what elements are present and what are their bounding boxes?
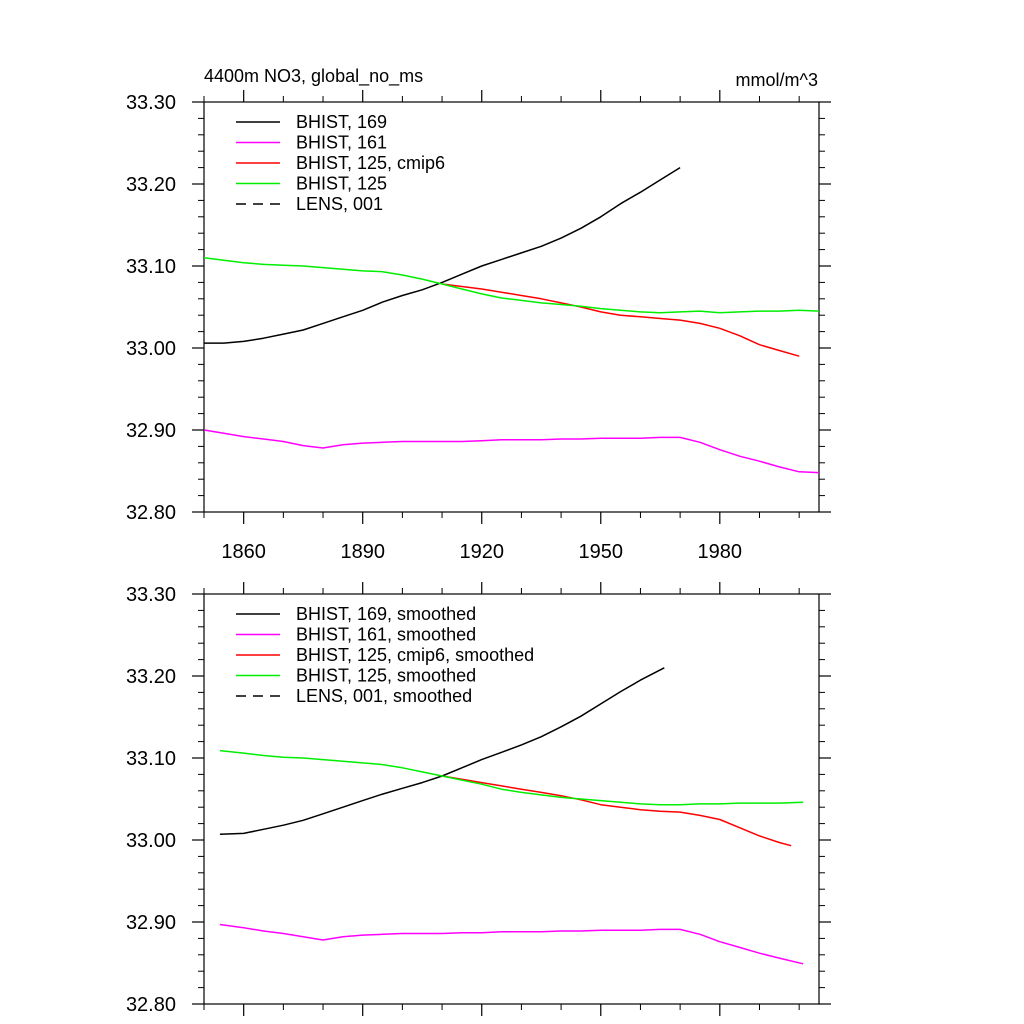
bottom-y-tick-labels: 32.80 32.90 33.00 33.10 33.20 33.30 [126, 584, 176, 1016]
series-line [219, 923, 804, 965]
y-tick-label: 33.10 [126, 256, 176, 278]
bottom-series-lines [219, 667, 804, 965]
bottom-axis-ticks [192, 582, 831, 1016]
y-tick-label: 33.30 [126, 584, 176, 606]
x-tick-label: 1950 [579, 541, 624, 563]
bottom-panel: 32.80 32.90 33.00 33.10 33.20 33.30 BHIST, 16… [126, 582, 831, 1016]
x-tick-label: 1980 [698, 541, 743, 563]
series-line [219, 749, 804, 806]
top-panel-title: 4400m NO3, global_no_ms [204, 66, 423, 87]
legend-label: LENS, 001 [296, 194, 383, 214]
y-tick-label: 33.00 [126, 830, 176, 852]
top-plot-frame [203, 101, 820, 513]
legend-label: BHIST, 125, cmip6 [296, 153, 445, 173]
x-tick-label: 1890 [340, 541, 385, 563]
top-panel: 4400m NO3, global_no_ms mmol/m^3 32.8032… [126, 66, 831, 563]
y-tick-label: 33.10 [126, 748, 176, 770]
y-tick-label: 32.90 [126, 420, 176, 442]
y-tick-label: 32.80 [126, 502, 176, 524]
y-tick-label: 33.20 [126, 174, 176, 196]
series-line [203, 257, 820, 314]
y-tick-label: 33.30 [126, 92, 176, 114]
legend-label: BHIST, 125 [296, 174, 387, 194]
top-panel-units: mmol/m^3 [736, 70, 818, 90]
series-line [203, 429, 820, 474]
y-tick-label: 32.90 [126, 912, 176, 934]
legend-label: BHIST, 125, smoothed [296, 666, 476, 686]
series-line [442, 283, 800, 357]
legend-label: BHIST, 169 [296, 112, 387, 132]
top-series-lines [203, 166, 820, 474]
x-tick-label: 1920 [459, 541, 504, 563]
series-line [441, 775, 792, 847]
legend-label: BHIST, 161, smoothed [296, 625, 476, 645]
series-line [204, 166, 681, 344]
legend-label: LENS, 001, smoothed [296, 686, 472, 706]
y-tick-label: 32.80 [126, 994, 176, 1016]
y-tick-label: 33.00 [126, 338, 176, 360]
legend-label: BHIST, 169, smoothed [296, 604, 476, 624]
x-tick-label: 1860 [221, 541, 266, 563]
legend-label: BHIST, 125, cmip6, smoothed [296, 645, 534, 665]
legend-label: BHIST, 161 [296, 133, 387, 153]
top-axis-ticks [192, 90, 831, 524]
bottom-plot-frame [203, 593, 820, 1005]
top-y-tick-labels: 32.80 32.90 33.00 33.10 33.20 33.30 [126, 92, 176, 524]
y-tick-label: 33.20 [126, 666, 176, 688]
top-x-tick-labels: 1860 1890 1920 1950 1980 [221, 541, 742, 563]
